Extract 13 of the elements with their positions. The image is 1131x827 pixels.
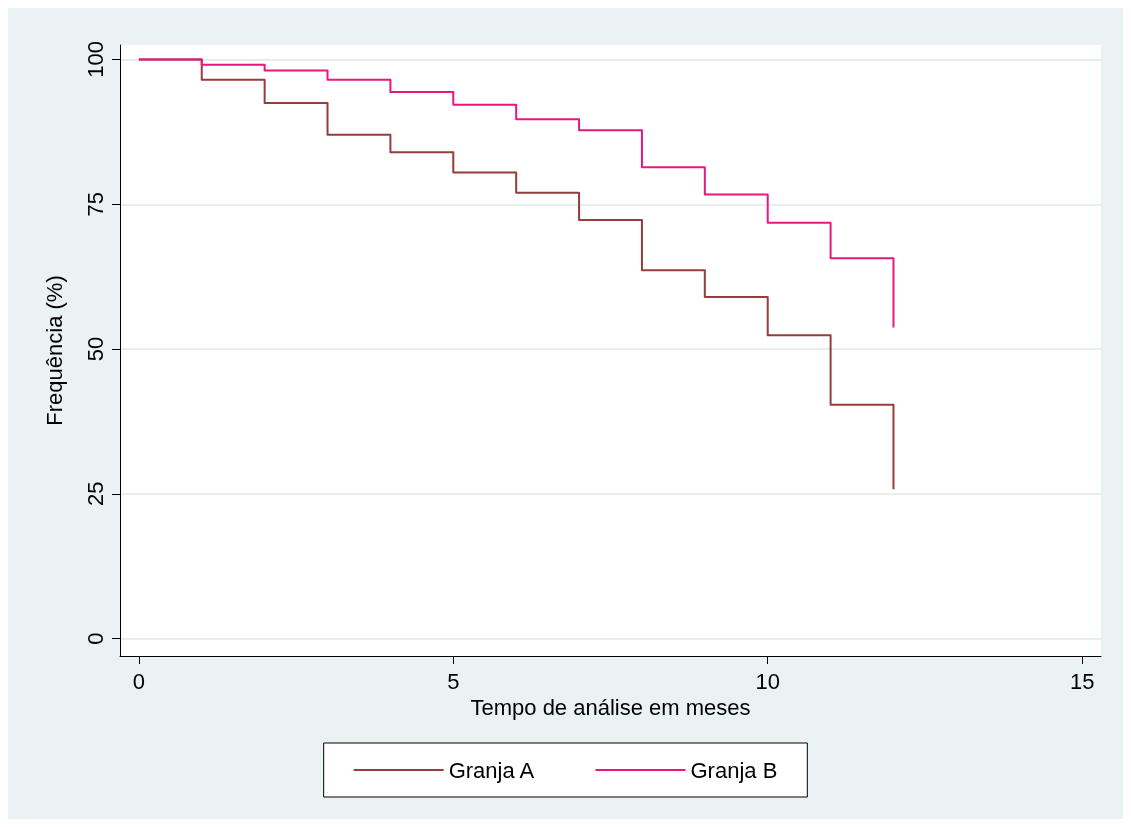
y-axis-title: Frequência (%) (41, 275, 67, 426)
legend-label: Granja A (448, 757, 535, 783)
legend-label: Granja B (690, 757, 778, 783)
y-tick-label: 50 (82, 336, 108, 362)
x-tick-label: 10 (755, 668, 780, 694)
y-tick-label: 100 (82, 41, 108, 78)
x-tick-label: 5 (447, 668, 460, 694)
x-axis-title: Tempo de análise em meses (470, 695, 751, 721)
x-tick-label: 15 (1069, 668, 1095, 694)
x-tick-label: 0 (132, 668, 145, 694)
y-tick-label: 75 (82, 192, 108, 217)
y-tick-label: 25 (82, 481, 108, 507)
y-tick-label: 0 (82, 632, 108, 645)
